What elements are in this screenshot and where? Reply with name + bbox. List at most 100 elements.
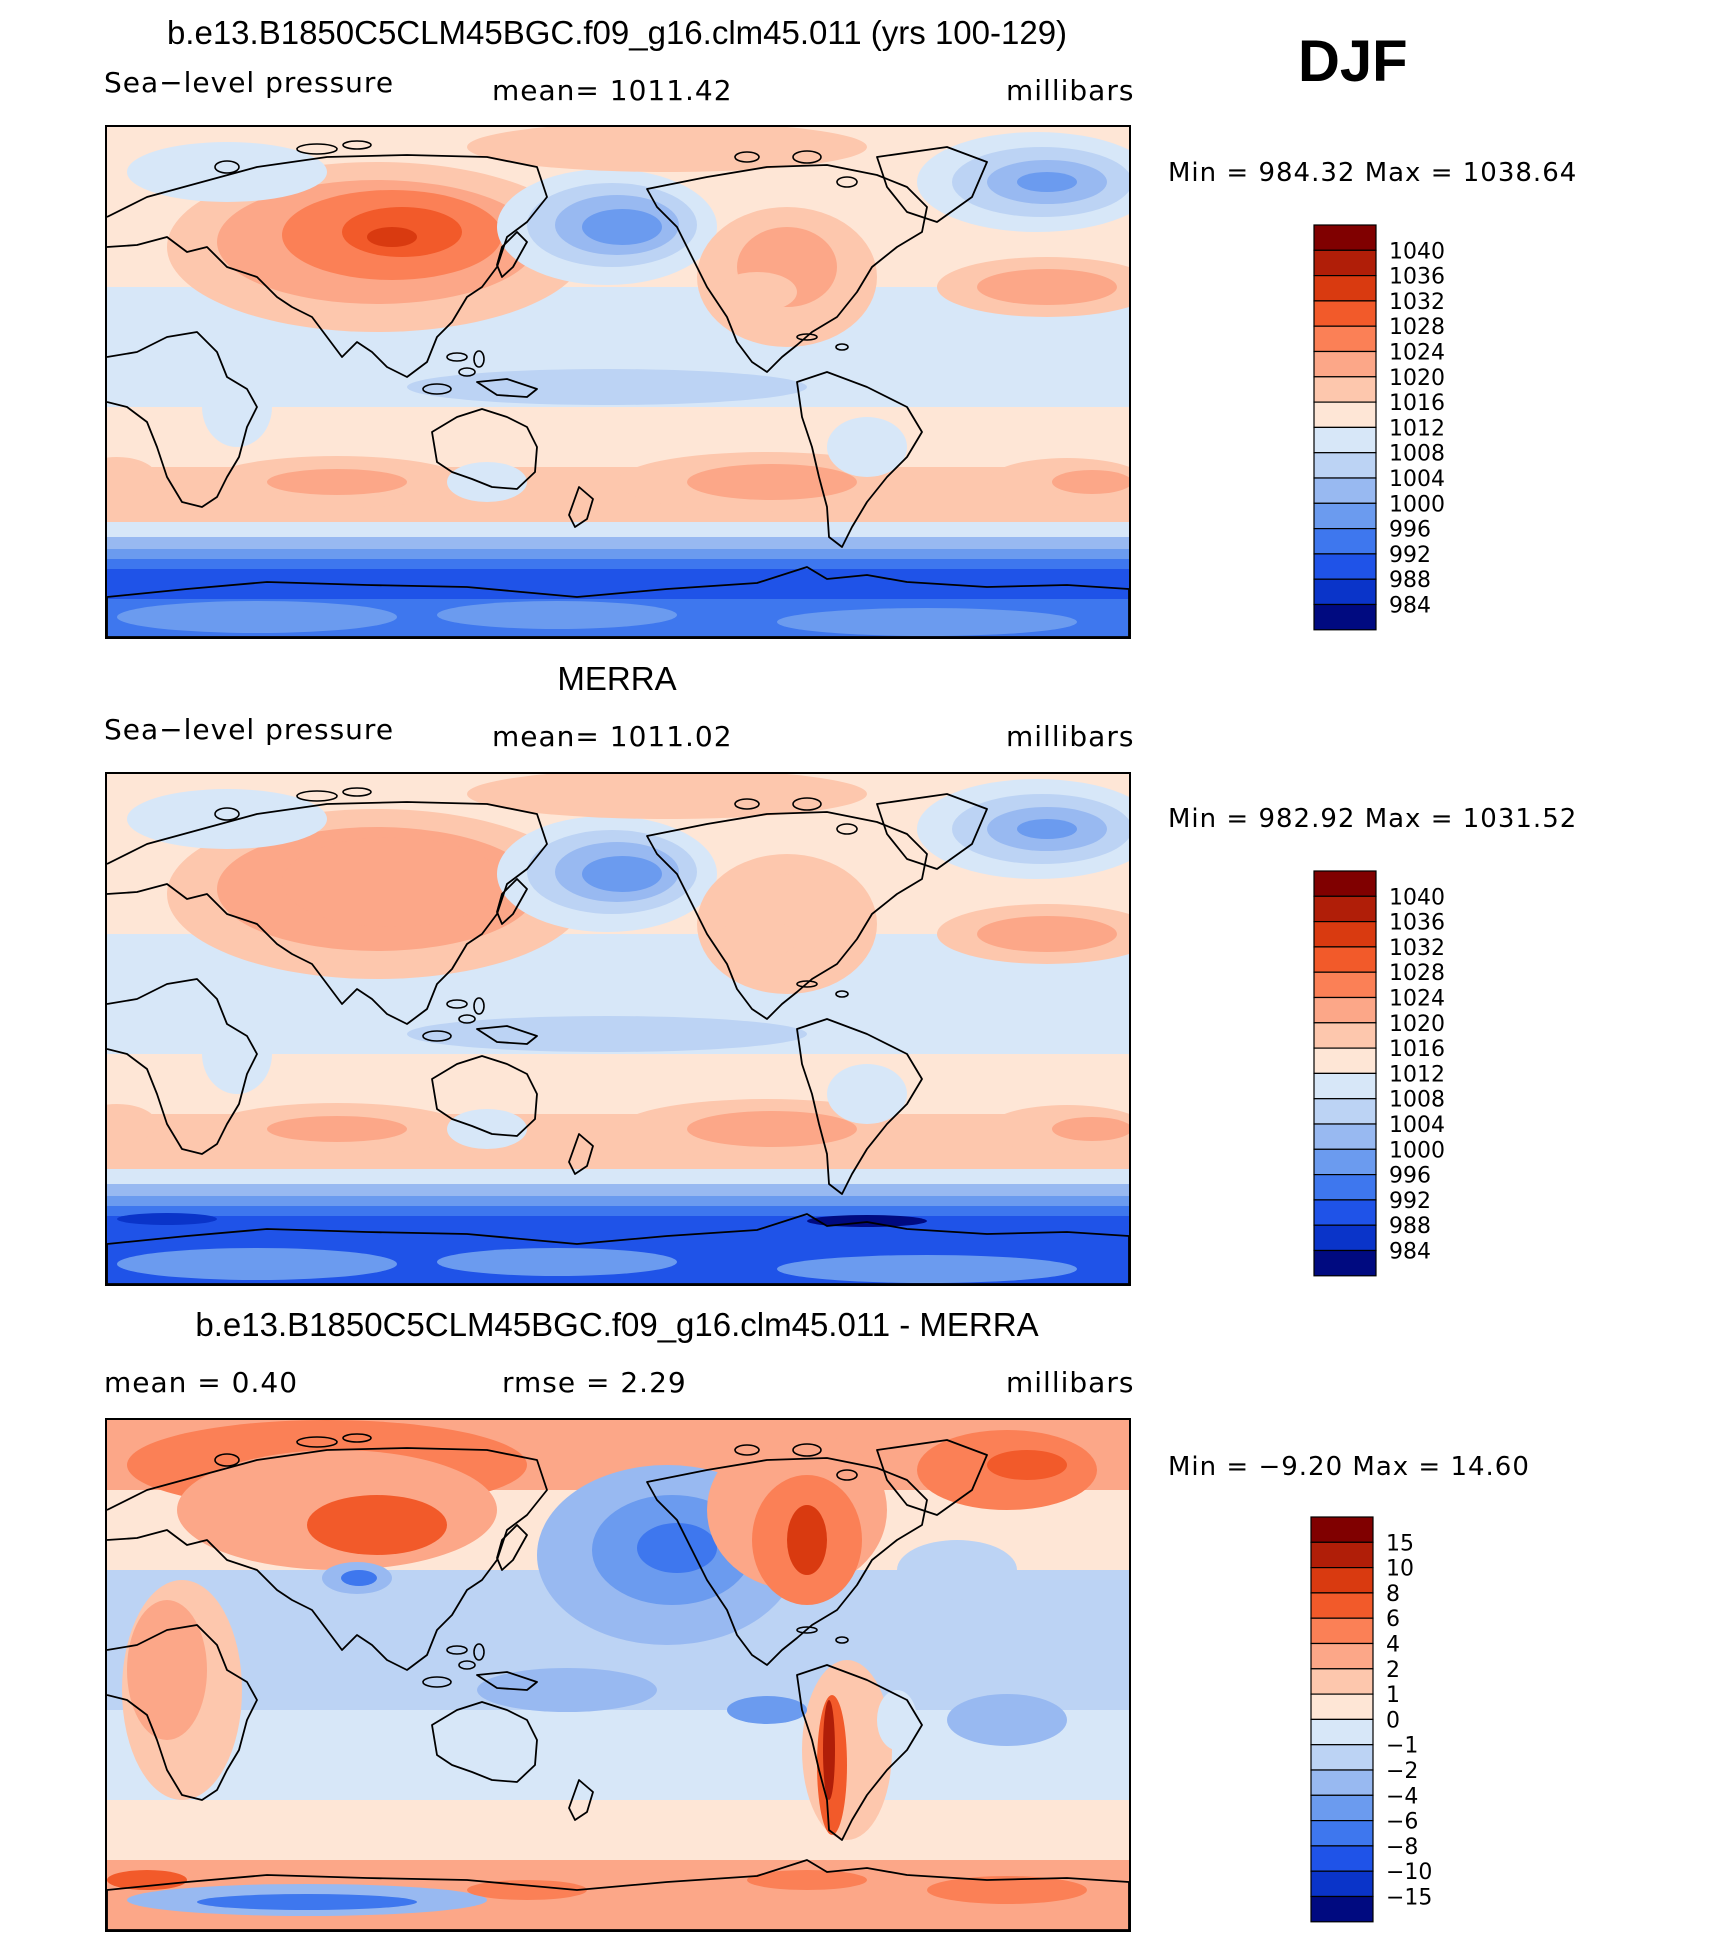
coastline bbox=[496, 878, 528, 925]
contour-region bbox=[1052, 1117, 1129, 1141]
legend-tick-label: 1028 bbox=[1389, 961, 1445, 986]
coastline bbox=[796, 1664, 923, 1841]
contour-region bbox=[823, 1700, 835, 1800]
legend-swatch bbox=[1313, 1098, 1377, 1125]
legend-swatch bbox=[1310, 1668, 1374, 1695]
contour-region bbox=[467, 774, 867, 819]
contour-region bbox=[267, 1116, 407, 1142]
contour-region bbox=[927, 1876, 1087, 1904]
coastline bbox=[431, 1055, 538, 1137]
island-coastline bbox=[835, 343, 849, 351]
legend-swatch bbox=[1313, 1072, 1377, 1100]
legend-tick-label: 1016 bbox=[1389, 391, 1445, 416]
legend-swatch bbox=[1310, 1870, 1374, 1898]
legend-tick-label: 0 bbox=[1386, 1708, 1400, 1733]
panel-3-mean-label: mean = 0.40 bbox=[104, 1366, 299, 1399]
legend-tick-label: 15 bbox=[1386, 1531, 1414, 1556]
panel-3-minmax: Min = −9.20 Max = 14.60 bbox=[1168, 1452, 1530, 1482]
legend-swatch bbox=[1313, 376, 1377, 403]
legend-tick-label: 1024 bbox=[1389, 987, 1445, 1012]
coastline bbox=[107, 1447, 548, 1671]
coastline bbox=[431, 408, 538, 490]
legend-swatch bbox=[1313, 920, 1377, 948]
coastline bbox=[476, 1671, 538, 1691]
island-coastline bbox=[796, 333, 818, 341]
panel-2-title: MERRA bbox=[557, 660, 677, 697]
contour-region bbox=[977, 269, 1117, 305]
legend-swatch bbox=[1313, 477, 1377, 504]
contour-band bbox=[107, 1800, 1129, 1860]
coastline bbox=[107, 331, 258, 508]
legend-tick-label: 10 bbox=[1386, 1557, 1414, 1582]
island-coastline bbox=[792, 150, 822, 164]
island-coastline bbox=[796, 980, 818, 988]
island-coastline bbox=[342, 140, 372, 150]
island-coastline bbox=[296, 1436, 338, 1448]
legend-swatch bbox=[1310, 1693, 1374, 1721]
coastline bbox=[107, 154, 548, 378]
contour-region bbox=[127, 142, 327, 202]
legend-tick-label: 1036 bbox=[1389, 265, 1445, 290]
coastline bbox=[496, 1524, 528, 1571]
island-coastline bbox=[422, 383, 452, 395]
island-coastline bbox=[214, 807, 240, 821]
contour-region bbox=[582, 856, 662, 892]
legend-swatch bbox=[1313, 996, 1377, 1024]
contour-band bbox=[107, 1206, 1129, 1218]
contour-band bbox=[107, 559, 1129, 571]
legend-tick-label: 1012 bbox=[1389, 416, 1445, 441]
legend-swatch bbox=[1313, 1224, 1377, 1252]
coastline bbox=[796, 1018, 923, 1195]
legend-swatch bbox=[1313, 603, 1377, 631]
contour-region bbox=[202, 367, 272, 447]
coastline bbox=[107, 1624, 258, 1801]
panel-1-units-label: millibars bbox=[1006, 74, 1135, 107]
legend-tick-label: 1000 bbox=[1389, 492, 1445, 517]
contour-region bbox=[717, 272, 797, 312]
legend-tick-label: −4 bbox=[1386, 1784, 1418, 1809]
legend-tick-label: 1020 bbox=[1389, 366, 1445, 391]
contour-region bbox=[802, 1660, 892, 1840]
legend-swatch bbox=[1310, 1769, 1374, 1796]
island-coastline bbox=[458, 1660, 476, 1670]
panel-2-variable-label: Sea−level pressure bbox=[104, 713, 395, 746]
contour-region bbox=[1052, 470, 1129, 494]
legend-swatch bbox=[1310, 1820, 1374, 1847]
panel-1-variable-label: Sea−level pressure bbox=[104, 66, 395, 99]
legend-tick-label: 988 bbox=[1389, 1214, 1431, 1239]
contour-band bbox=[107, 1184, 1129, 1198]
coastline bbox=[107, 1859, 1129, 1930]
panel-3-units-label: millibars bbox=[1006, 1366, 1135, 1399]
coastline bbox=[646, 1457, 928, 1666]
contour-band bbox=[107, 1196, 1129, 1208]
legend-tick-label: 1040 bbox=[1389, 239, 1445, 264]
panel-1-map bbox=[105, 125, 1131, 639]
contour-region bbox=[267, 469, 407, 495]
legend-swatch bbox=[1313, 1022, 1377, 1049]
legend-swatch bbox=[1313, 1174, 1377, 1201]
contour-region bbox=[777, 1255, 1077, 1283]
contour-region bbox=[947, 1694, 1067, 1746]
legend-swatch bbox=[1313, 350, 1377, 378]
legend-tick-label: 1032 bbox=[1389, 936, 1445, 961]
legend-swatch bbox=[1313, 1047, 1377, 1075]
legend-swatch bbox=[1313, 1148, 1377, 1176]
contour-region bbox=[107, 1870, 187, 1890]
contour-region bbox=[437, 1248, 677, 1276]
island-coastline bbox=[734, 151, 760, 163]
island-coastline bbox=[342, 1433, 372, 1443]
contour-region bbox=[1017, 819, 1077, 839]
panel-3-map bbox=[105, 1418, 1131, 1932]
island-coastline bbox=[214, 160, 240, 174]
legend-tick-label: −10 bbox=[1386, 1860, 1432, 1885]
legend-swatch bbox=[1310, 1895, 1374, 1923]
coastline bbox=[107, 566, 1129, 637]
island-coastline bbox=[836, 176, 858, 188]
contour-region bbox=[987, 1450, 1067, 1480]
island-coastline bbox=[296, 790, 338, 802]
legend-swatch bbox=[1310, 1566, 1374, 1594]
legend-swatch bbox=[1313, 553, 1377, 580]
legend-tick-label: −15 bbox=[1386, 1886, 1432, 1911]
island-coastline bbox=[473, 350, 485, 368]
contour-region bbox=[897, 1540, 1017, 1600]
